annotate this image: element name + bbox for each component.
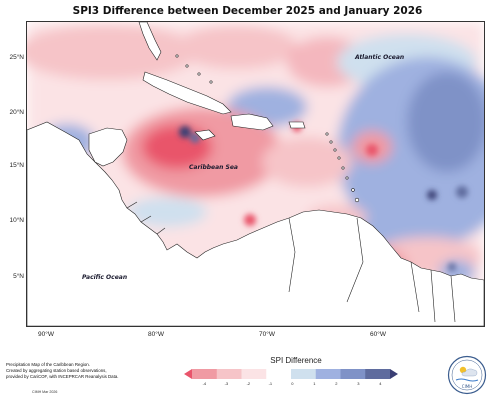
legend-title: SPI Difference [270,356,322,365]
x-tick-label: 90°W [38,331,54,338]
legend-tick-label: -3 [224,381,229,386]
legend-swatch [192,369,218,379]
cimh-seal-icon: CIMH [447,355,487,395]
label-caribbean-sea: Caribbean Sea [189,164,238,171]
spi-hotspots [179,122,468,271]
x-tick-label: 80°W [148,331,164,338]
caption-line: provided by CariCOF, with INCEPRCAR Rean… [6,373,119,379]
legend-tick-label: -4 [202,381,207,386]
y-tick-label: 15°N [9,162,24,169]
legend-swatch [340,369,366,379]
logo-text: CIMH [462,384,472,389]
legend-tick-label: 3 [357,381,360,386]
legend-tick-label: -1 [268,381,273,386]
y-tick-label: 10°N [9,217,24,224]
y-tick-label: 25°N [9,54,24,61]
legend-swatch [291,369,317,379]
map-title: SPI3 Difference between December 2025 an… [72,5,423,17]
legend-swatch [241,369,267,379]
color-legend-bar [184,369,398,379]
map-panel [26,21,485,327]
spi-field [27,22,484,326]
x-tick-label: 60°W [370,331,386,338]
legend-tick-label: 0 [291,381,294,386]
y-tick-label: 20°N [9,109,24,116]
label-pacific-ocean: Pacific Ocean [82,274,128,281]
legend-tick-label: 2 [335,381,338,386]
y-tick-label: 5°N [13,273,24,280]
map-caption: Precipitation Map of the Caribbean Regio… [6,362,166,379]
legend-tick-label: 4 [379,381,382,386]
legend-swatch [216,369,242,379]
land-masses [27,22,484,326]
legend-swatch [365,369,391,379]
caption-credit: CIMH Mar 2026 [32,390,58,394]
legend-tick-label: 1 [313,381,316,386]
legend-swatch [266,369,292,379]
legend-tick-label: -2 [246,381,251,386]
caption-line: Created by aggregating station based obs… [6,367,107,373]
legend-swatch [390,369,398,379]
x-tick-label: 70°W [259,331,275,338]
legend-swatch [184,369,192,379]
caption-line: Precipitation Map of the Caribbean Regio… [6,362,90,367]
legend-swatch [315,369,341,379]
spi-difference-map [27,22,484,326]
label-atlantic-ocean: Atlantic Ocean [355,54,405,61]
